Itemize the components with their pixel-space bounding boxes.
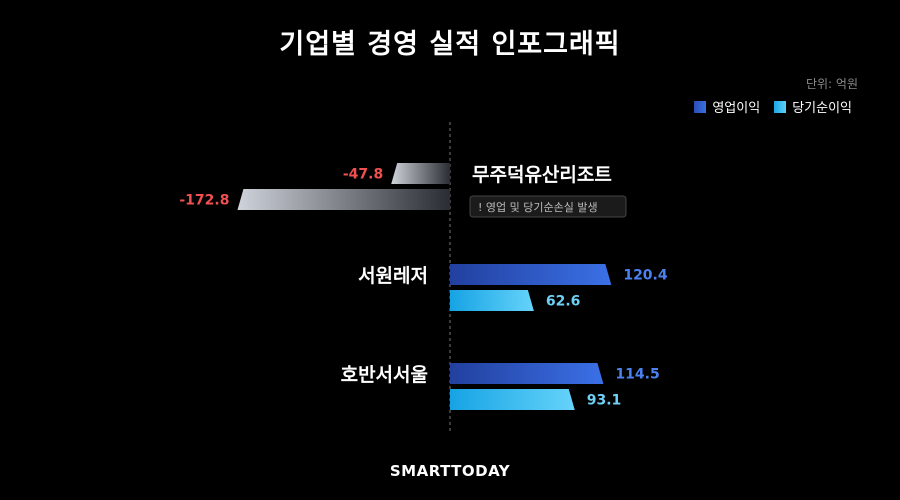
brand-logo: SMARTTODAY (389, 462, 511, 480)
net-income-bar (450, 389, 575, 410)
legend-item-operating-profit: 영업이익 (694, 97, 760, 116)
category-group: 120.4 62.6 서원레저 (358, 264, 668, 311)
category-group: -47.8 -172.8 무주덕유산리조트 ! 영업 및 당기순손실 발생 (179, 163, 627, 218)
net-income-bar (450, 290, 534, 311)
annotation-box (469, 195, 627, 218)
operating-profit-bar (450, 264, 612, 285)
legend: 영업이익 당기순이익 (694, 97, 852, 116)
data-label: -47.8 (343, 167, 383, 183)
data-label: 114.5 (615, 367, 659, 383)
legend-item-net-income: 당기순이익 (774, 97, 852, 116)
category-label: 무주덕유산리조트 (472, 164, 612, 186)
category-label: 호반서서울 (341, 364, 428, 386)
data-label: 120.4 (623, 268, 668, 284)
unit-label: 단위: 억원 (805, 77, 858, 91)
data-label: 93.1 (587, 393, 622, 409)
category-label: 서원레저 (358, 265, 428, 287)
chart-title: 기업별 경영 실적 인포그래픽 (279, 29, 621, 60)
data-label: 62.6 (546, 294, 581, 310)
operating-profit-bar (450, 363, 604, 384)
net-income-bar (237, 189, 450, 210)
operating-profit-bar (391, 163, 450, 184)
category-group: 114.5 93.1 호반서서울 (341, 363, 660, 410)
data-label: -172.8 (179, 193, 229, 209)
annotation-text: ! 영업 및 당기순손실 발생 (478, 201, 598, 214)
